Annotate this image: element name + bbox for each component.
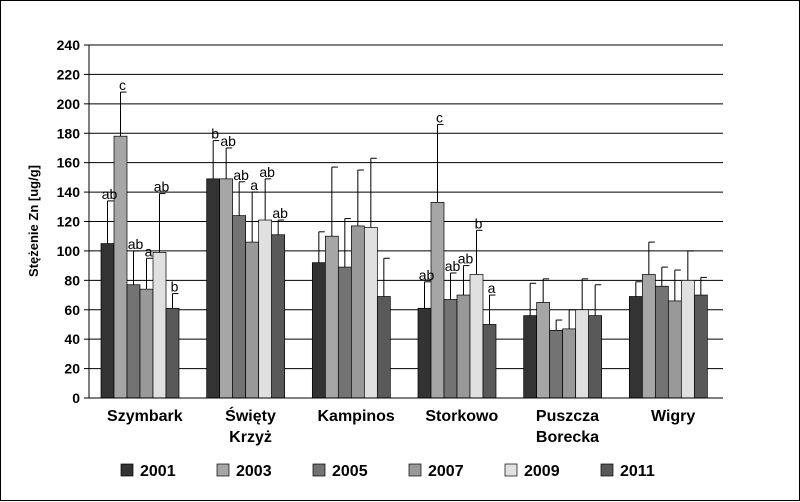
significance-label: ab <box>154 179 170 195</box>
bar <box>443 299 458 399</box>
bar <box>680 279 695 399</box>
bar <box>562 328 577 399</box>
bar <box>549 329 564 399</box>
y-axis-title: Stężenie Zn [ug/g] <box>26 165 41 277</box>
y-tick-label: 20 <box>64 361 80 377</box>
significance-label: b <box>211 126 219 142</box>
significance-label: a <box>145 243 153 259</box>
significance-label: ab <box>419 267 435 283</box>
y-tick-label: 220 <box>57 66 81 82</box>
category-label: Borecka <box>536 429 599 446</box>
bar <box>113 135 128 399</box>
bar <box>575 309 590 399</box>
bar <box>693 294 708 399</box>
significance-label: a <box>250 177 258 193</box>
gridlines <box>89 44 723 370</box>
significance-label: ab <box>128 236 144 252</box>
legend-swatch <box>504 463 518 477</box>
bar <box>376 296 391 399</box>
bar <box>469 274 484 399</box>
significance-label: ab <box>259 164 275 180</box>
significance-label: c <box>119 77 126 93</box>
significance-label: ab <box>445 258 461 274</box>
bar <box>641 274 656 399</box>
bar <box>324 235 339 399</box>
significance-label: c <box>436 109 443 125</box>
significance-label: ab <box>272 205 288 221</box>
significance-label: b <box>171 279 179 295</box>
bar <box>654 285 669 399</box>
y-tick-label: 100 <box>57 243 81 259</box>
error-bars <box>107 91 707 331</box>
legend-label: 2007 <box>428 463 464 480</box>
category-label: Storkowo <box>425 408 498 425</box>
significance-label: b <box>475 215 483 231</box>
y-tick-label: 160 <box>57 155 81 171</box>
bar <box>219 178 234 399</box>
category-label: Puszcza <box>536 408 599 425</box>
legend-label: 2003 <box>236 463 272 480</box>
y-tick-label: 60 <box>64 302 80 318</box>
significance-label: ab <box>220 133 236 149</box>
bar <box>206 178 221 399</box>
bar <box>667 300 682 399</box>
significance-label: ab <box>102 186 118 202</box>
y-axis: 0 20 40 60 80 100 120 140 160 180 200 220 240 <box>57 37 90 406</box>
y-tick-label: 40 <box>64 331 80 347</box>
y-tick-label: 180 <box>57 125 81 141</box>
significance-label: ab <box>233 167 249 183</box>
bar <box>456 294 471 399</box>
bar <box>126 284 141 399</box>
bar <box>588 315 603 399</box>
bar <box>245 241 260 399</box>
category-label: Wigry <box>651 408 695 425</box>
bar <box>100 243 115 399</box>
bar <box>536 302 551 399</box>
legend-label: 2001 <box>140 463 176 480</box>
significance-label: ab <box>458 251 474 267</box>
legend-label: 2011 <box>620 463 655 480</box>
bars <box>100 135 708 399</box>
significance-label: a <box>488 280 496 296</box>
bar <box>165 307 180 399</box>
legend-swatch <box>408 463 422 477</box>
bar <box>482 324 497 399</box>
bar <box>363 227 378 399</box>
bar <box>139 288 154 399</box>
bar <box>337 266 352 399</box>
legend-label: 2009 <box>524 463 560 480</box>
bar <box>232 215 247 399</box>
bar <box>271 234 286 399</box>
bar <box>350 225 365 399</box>
category-label: Kampinos <box>317 408 394 425</box>
y-tick-label: 200 <box>57 96 81 112</box>
legend-swatch <box>312 463 326 477</box>
bar <box>258 219 273 399</box>
legend-swatch <box>600 463 614 477</box>
bar <box>311 262 326 399</box>
bar <box>628 296 643 399</box>
y-tick-label: 240 <box>57 37 81 53</box>
bar <box>430 202 445 399</box>
x-axis: Szymbark Święty Krzyż Kampinos Storkowo Puszc… <box>89 397 723 446</box>
legend-swatch <box>216 463 230 477</box>
y-tick-label: 80 <box>64 272 80 288</box>
bar <box>417 307 432 399</box>
legend-swatch <box>120 463 134 477</box>
legend-label: 2005 <box>332 463 368 480</box>
category-label: Krzyż <box>229 429 272 446</box>
y-tick-label: 140 <box>57 184 81 200</box>
category-label: Święty <box>225 406 276 425</box>
y-tick-label: 0 <box>72 390 80 406</box>
bar <box>152 252 167 399</box>
category-label: Szymbark <box>107 408 183 425</box>
legend: 2001 2003 2005 2007 2009 2011 <box>120 463 655 480</box>
y-tick-label: 120 <box>57 214 81 230</box>
bar <box>523 315 538 399</box>
